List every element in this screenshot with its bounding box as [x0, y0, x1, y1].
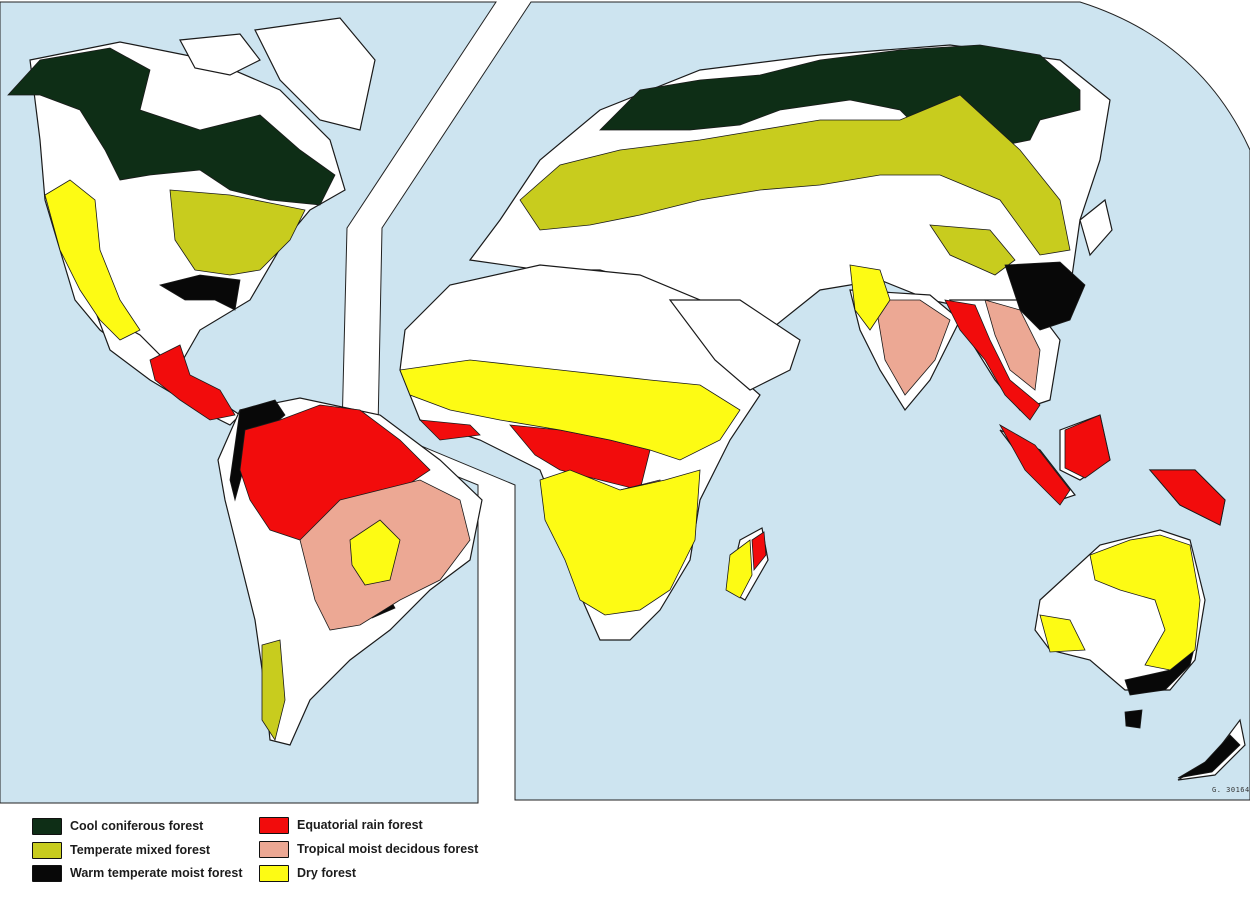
legend-swatch-temperate-mixed: [32, 841, 62, 859]
zone-dry-brazil: [349, 519, 401, 586]
arabia-land: [668, 299, 801, 391]
zone-tropical-moist-deciduous-india: [874, 299, 951, 396]
zone-equatorial-rain-indonesia: [998, 423, 1071, 506]
zone-warm-temperate-moist-new-zealand: [1177, 734, 1241, 779]
map-code: G. 30164: [1212, 786, 1250, 794]
map-legend: Cool coniferous forest Temperate mixed f…: [0, 808, 1250, 902]
legend-item-temperate-mixed: Temperate mixed forest: [32, 840, 210, 860]
legend-item-tropical-moist-deciduous: Tropical moist decidous forest: [259, 839, 478, 859]
zone-equatorial-rain-new-guinea: [1149, 469, 1226, 526]
zone-cool-coniferous-north-america: [7, 47, 336, 206]
legend-item-cool-coniferous: Cool coniferous forest: [32, 816, 203, 836]
zone-equatorial-rain-southeast-asia: [944, 299, 1041, 421]
zone-equatorial-rain-central-america: [149, 344, 236, 421]
legend-swatch-tropical-moist-deciduous: [259, 840, 289, 858]
zone-dry-madagascar: [725, 539, 753, 599]
legend-label-equatorial-rain: Equatorial rain forest: [297, 818, 423, 832]
zone-dry-north-america: [44, 179, 141, 341]
zone-dry-southern-africa: [539, 469, 701, 616]
zone-temperate-mixed-chile: [261, 639, 286, 741]
greenland-land: [254, 17, 376, 131]
zone-dry-australia: [1089, 534, 1201, 671]
legend-label-tropical-moist-deciduous: Tropical moist decidous forest: [297, 842, 479, 856]
zone-dry-sahel: [399, 359, 741, 461]
legend-swatch-cool-coniferous: [32, 817, 62, 835]
legend-swatch-equatorial-rain: [259, 816, 289, 834]
legend-swatch-dry: [259, 864, 289, 882]
forest-zones: [7, 44, 1241, 779]
zone-temperate-mixed-north-america: [169, 189, 306, 276]
arctic-islands-land: [179, 33, 261, 76]
legend-label-temperate-mixed: Temperate mixed forest: [70, 843, 211, 857]
legend-label-dry: Dry forest: [297, 866, 357, 880]
japan-land: [1079, 198, 1113, 257]
zone-warm-temperate-moist-se-usa: [158, 274, 241, 311]
zone-dry-india: [849, 264, 891, 331]
legend-swatch-warm-temperate-moist: [32, 864, 62, 882]
zone-warm-temperate-moist-tasmania: [1124, 709, 1143, 729]
legend-item-equatorial-rain: Equatorial rain forest: [259, 815, 423, 835]
legend-label-cool-coniferous: Cool coniferous forest: [70, 819, 204, 833]
zone-temperate-mixed-east-asia: [929, 224, 1016, 276]
legend-item-dry: Dry forest: [259, 863, 356, 883]
zone-dry-west-australia: [1039, 614, 1086, 653]
zone-equatorial-rain-madagascar: [751, 531, 767, 572]
zone-equatorial-rain-borneo: [1064, 414, 1111, 479]
legend-item-warm-temperate-moist: Warm temperate moist forest: [32, 863, 243, 883]
zone-tropical-moist-deciduous-indochina: [984, 299, 1041, 391]
legend-label-warm-temperate-moist: Warm temperate moist forest: [70, 866, 243, 880]
zone-equatorial-rain-west-africa: [418, 419, 481, 441]
zone-temperate-mixed-europe: [519, 94, 1071, 256]
world-forest-map: [0, 1, 1250, 804]
